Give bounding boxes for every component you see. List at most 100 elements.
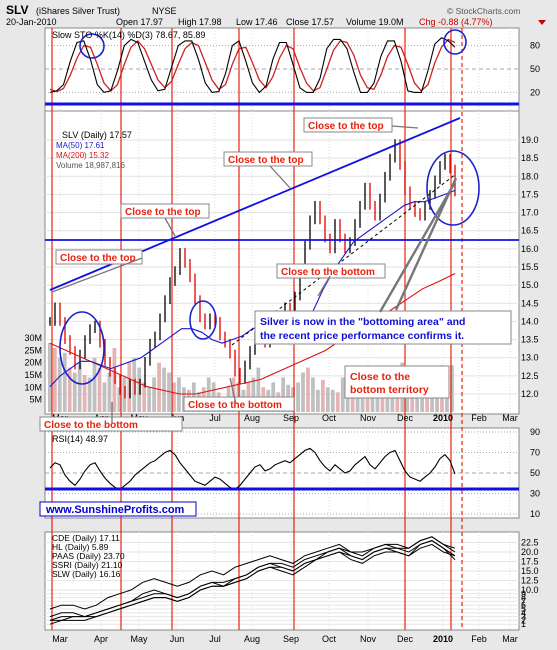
volume-bar bbox=[92, 357, 97, 412]
price-tick-label: 12.5 bbox=[521, 371, 539, 381]
annotation-arrow bbox=[51, 257, 143, 293]
price-tick-label: 13.5 bbox=[521, 335, 539, 345]
stock-line-2 bbox=[49, 536, 456, 610]
annot-box bbox=[344, 365, 450, 399]
sto-tick-label: 50 bbox=[530, 64, 540, 74]
annotation-arrow bbox=[378, 183, 456, 313]
x-tick-label: Aug bbox=[244, 634, 260, 644]
price-tick-label: 13.0 bbox=[521, 353, 539, 363]
website-box bbox=[39, 501, 197, 517]
sto-tick-label: 20 bbox=[530, 87, 540, 97]
annot-box bbox=[223, 151, 313, 167]
x-tick-label: Jun bbox=[170, 634, 185, 644]
stocks-tick-label: 10.0 bbox=[521, 585, 539, 595]
volume-bar bbox=[380, 387, 385, 412]
x-tick-label: Nov bbox=[360, 413, 377, 423]
watermark: © StockCharts.com bbox=[447, 6, 520, 16]
x-tick-label: Sep bbox=[283, 634, 299, 644]
volume-bar bbox=[167, 372, 171, 412]
stocks-tick-label: 4 bbox=[521, 608, 526, 618]
x-tick-label: Dec bbox=[397, 413, 414, 423]
website-link[interactable]: www.SunshineProfits.com bbox=[45, 504, 185, 516]
volume-bar bbox=[325, 387, 330, 412]
price-tick-label: 18.0 bbox=[521, 171, 539, 181]
x-tick-label: Aug bbox=[244, 413, 260, 423]
ma50-line bbox=[49, 189, 456, 388]
down-arrow-icon bbox=[538, 20, 546, 25]
annot-close-bottom-2: Close to the bottom bbox=[281, 267, 375, 278]
stocks-tick-label: 22.5 bbox=[521, 538, 539, 548]
price-tick-label: 12.0 bbox=[521, 389, 539, 399]
x-tick-label: May bbox=[130, 634, 148, 644]
annot-box bbox=[303, 117, 393, 133]
price-tick-label: 14.5 bbox=[521, 298, 539, 308]
security-name: (iShares Silver Trust) bbox=[36, 6, 120, 16]
volume-legend: Volume 18,987,816 bbox=[56, 161, 125, 170]
volume-bar bbox=[311, 377, 315, 412]
x-tick-label: Mar bbox=[502, 413, 518, 423]
stocks-tick-label: 20.0 bbox=[521, 547, 539, 557]
annotation-arrow bbox=[229, 377, 237, 405]
x-tick-label: 2010 bbox=[433, 634, 453, 644]
highlight-circle bbox=[59, 311, 105, 385]
volume-bar bbox=[162, 367, 166, 412]
x-tick-label: Feb bbox=[471, 413, 487, 423]
open-value: Open 17.97 bbox=[116, 17, 163, 27]
symbol: SLV bbox=[6, 3, 28, 17]
volume-bar bbox=[172, 382, 176, 412]
high-value: High 17.98 bbox=[178, 17, 222, 27]
annot-close-top-2: Close to the top bbox=[125, 207, 201, 218]
volume-bar bbox=[296, 382, 300, 412]
volume-tick-label: 20M bbox=[24, 358, 42, 368]
volume-bar bbox=[137, 367, 142, 412]
volume-tick-label: 5M bbox=[29, 395, 42, 405]
low-value: Low 17.46 bbox=[236, 17, 278, 27]
volume-bar bbox=[57, 357, 62, 412]
close-value: Close 17.57 bbox=[286, 17, 334, 27]
volume-bar bbox=[281, 377, 286, 412]
volume-bar bbox=[62, 352, 67, 412]
volume-bar bbox=[152, 377, 156, 412]
volume-bar bbox=[127, 362, 132, 412]
volume-bar bbox=[142, 382, 147, 412]
volume-bar bbox=[72, 372, 77, 412]
volume-bar bbox=[450, 365, 454, 412]
data-series bbox=[45, 29, 519, 625]
legend-cde: CDE (Daily) 17.11 bbox=[52, 533, 120, 543]
highlight-circle bbox=[79, 33, 105, 59]
price-tick-label: 15.0 bbox=[521, 280, 539, 290]
volume-bar bbox=[206, 377, 211, 412]
volume-tick-label: 25M bbox=[24, 345, 42, 355]
x-tick-label: Jul bbox=[209, 413, 221, 423]
x-tick-label: Oct bbox=[322, 413, 337, 423]
stocks-tick-label: 17.5 bbox=[521, 557, 539, 567]
volume-bar bbox=[330, 389, 335, 412]
annotation-arrow bbox=[164, 217, 176, 237]
volume-bar bbox=[320, 379, 325, 412]
price-tick-label: 14.0 bbox=[521, 316, 539, 326]
annot-box bbox=[55, 249, 143, 265]
price-tick-label: 16.5 bbox=[521, 226, 539, 236]
support-dashed-line bbox=[231, 173, 457, 346]
annot-close-top-1: Close to the top bbox=[60, 253, 136, 264]
price-tick-label: 16.0 bbox=[521, 244, 539, 254]
stocks-tick-label: 15.0 bbox=[521, 566, 539, 576]
stocks-tick-label: 8 bbox=[521, 593, 526, 603]
highlight-circle bbox=[426, 150, 480, 226]
annotation-arrow bbox=[317, 275, 331, 297]
annot-bottoming-2: the recent price performance confirms it… bbox=[260, 330, 464, 342]
volume-bar bbox=[316, 389, 320, 412]
rsi-tick-label: 90 bbox=[530, 427, 540, 437]
rsi-tick-label: 30 bbox=[530, 489, 540, 499]
x-tick-label: Apr bbox=[94, 634, 108, 644]
change-value: Chg -0.88 (4.77%) bbox=[419, 17, 493, 27]
x-tick-label: Sep bbox=[283, 413, 299, 423]
legend-slw: SLW (Daily) 16.16 bbox=[52, 569, 121, 579]
volume-bar bbox=[301, 372, 305, 412]
stock-line-3 bbox=[49, 536, 456, 621]
stocks-tick-label: 9 bbox=[521, 589, 526, 599]
x-tick-label: Oct bbox=[322, 634, 337, 644]
volume-tick-label: 10M bbox=[24, 382, 42, 392]
rsi-legend: RSI(14) 48.97 bbox=[52, 434, 108, 444]
annot-bottoming-1: Silver is now in the "bottoming area" an… bbox=[260, 316, 465, 328]
